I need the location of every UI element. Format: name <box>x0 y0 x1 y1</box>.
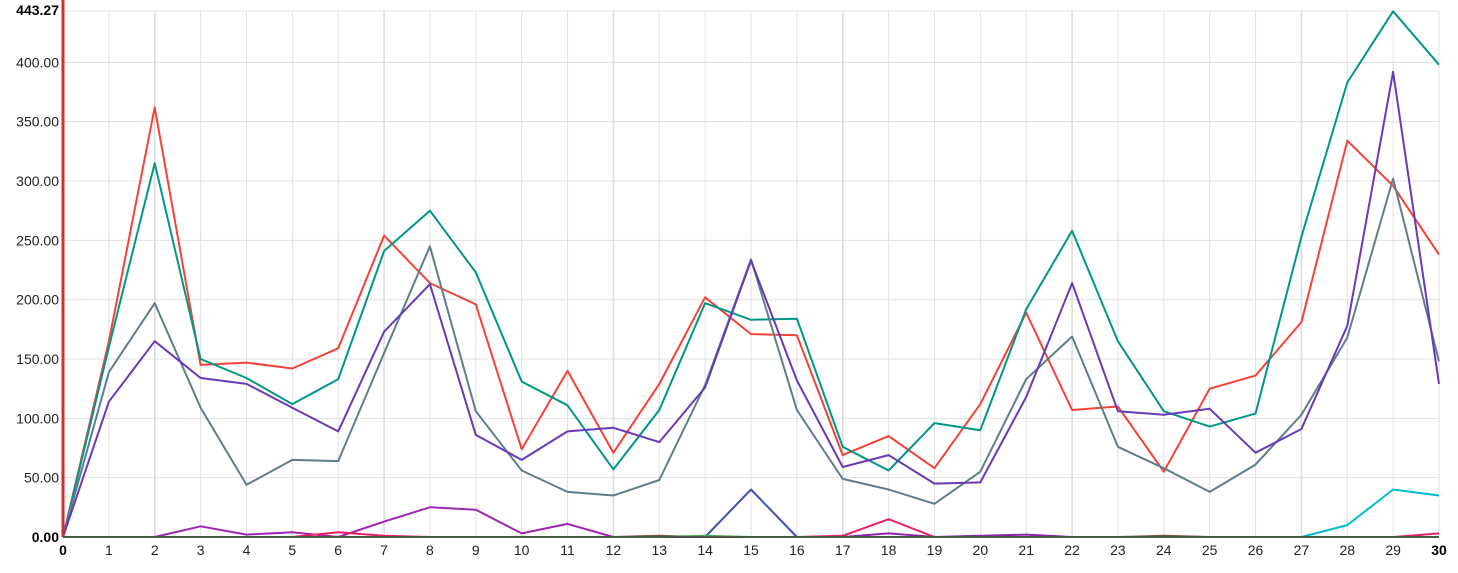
x-tick-label: 12 <box>606 542 622 558</box>
x-tick-label: 1 <box>105 542 113 558</box>
series-line-3 <box>62 177 1440 538</box>
x-tick-label: 23 <box>1110 542 1126 558</box>
series-line-4 <box>62 70 1440 538</box>
x-tick-label: 2 <box>151 542 159 558</box>
y-tick-label: 150.00 <box>16 351 59 367</box>
y-tick-label: 400.00 <box>16 54 59 70</box>
x-tick-labels: 0 1 2 3 4 5 6 7 8 9 10 11 12 13 14 15 16 17 18 19 20 21 22 23 24… <box>59 542 1447 558</box>
x-tick-label: 29 <box>1385 542 1401 558</box>
x-tick-label: 7 <box>380 542 388 558</box>
series-line-1 <box>62 106 1440 538</box>
y-tick-label: 50.00 <box>24 470 59 486</box>
x-tick-label: 24 <box>1156 542 1172 558</box>
grid-lines <box>63 10 1440 538</box>
x-tick-label: 14 <box>697 542 713 558</box>
y-tick-label: 300.00 <box>16 173 59 189</box>
x-tick-label: 27 <box>1294 542 1310 558</box>
x-tick-label: 11 <box>560 542 575 558</box>
y-tick-label: 200.00 <box>16 292 59 308</box>
x-tick-label: 8 <box>426 542 434 558</box>
x-tick-label: 30 <box>1431 542 1447 558</box>
y-tick-label: 350.00 <box>16 114 59 130</box>
x-tick-label: 26 <box>1248 542 1264 558</box>
x-tick-label: 9 <box>472 542 480 558</box>
x-tick-label: 17 <box>835 542 851 558</box>
axes <box>61 0 1439 538</box>
x-tick-label: 20 <box>973 542 989 558</box>
x-tick-label: 22 <box>1064 542 1080 558</box>
x-tick-label: 5 <box>288 542 296 558</box>
x-tick-label: 19 <box>927 542 943 558</box>
x-tick-label: 16 <box>789 542 805 558</box>
x-tick-label: 18 <box>881 542 897 558</box>
x-tick-label: 4 <box>243 542 251 558</box>
y-tick-label: 100.00 <box>16 410 59 426</box>
x-tick-label: 6 <box>334 542 342 558</box>
x-tick-label: 0 <box>59 542 67 558</box>
x-tick-label: 25 <box>1202 542 1218 558</box>
y-max-label: 443.27 <box>16 2 59 18</box>
x-tick-label: 21 <box>1018 542 1034 558</box>
x-tick-label: 10 <box>514 542 530 558</box>
x-tick-label: 13 <box>651 542 667 558</box>
x-tick-label: 28 <box>1339 542 1355 558</box>
y-tick-label: 0.00 <box>32 529 59 545</box>
x-tick-label: 15 <box>743 542 759 558</box>
x-tick-label: 3 <box>197 542 205 558</box>
y-tick-label: 250.00 <box>16 232 59 248</box>
series-line-2 <box>62 10 1440 538</box>
y-tick-labels: 0.00 50.00 100.00 150.00 200.00 250.00 300.00 3… <box>16 54 59 545</box>
